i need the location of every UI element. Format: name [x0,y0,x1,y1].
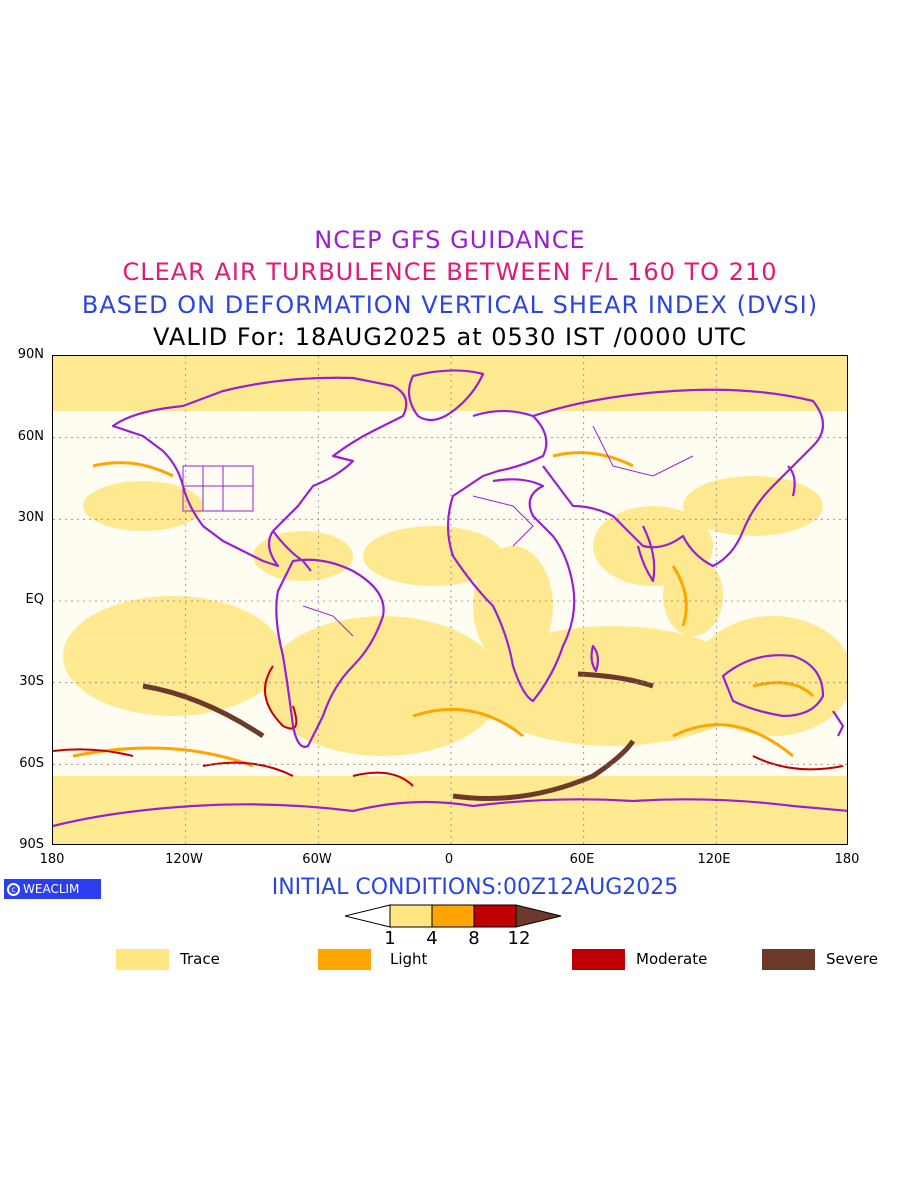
y-label-60n: 60N [17,429,44,444]
colorbar-low-arrow [345,904,391,928]
weaclim-logo: c WEACLIM [4,879,101,899]
x-label-60w: 60W [302,852,332,867]
legend-swatch-trace [116,949,169,970]
colorbar-tick-4: 4 [426,928,438,949]
map-gridlines [53,356,847,844]
colorbar-moderate-segment [473,904,517,928]
x-label-60e: 60E [569,852,595,867]
x-label-120w: 120W [165,852,203,867]
y-label-30n: 30N [17,510,44,525]
colorbar-trace-segment [389,904,433,928]
trace-turbulence-areas [53,356,847,844]
coastlines [53,369,847,828]
x-label-180e: 180 [834,852,860,867]
copyright-icon: c [7,882,20,896]
valid-time-title: VALID For: 18AUG2025 at 0530 IST /0000 U… [153,323,747,351]
legend-swatch-light [318,949,371,970]
colorbar-tick-1: 1 [384,928,396,949]
legend-swatch-moderate [572,949,625,970]
y-label-90s: 90S [19,837,44,852]
legend-swatch-severe [762,949,815,970]
legend-label-severe: Severe [826,950,878,968]
legend-label-trace: Trace [180,950,220,968]
turbulence-map [52,355,848,845]
colorbar-severe-arrow [515,904,562,928]
colorbar-tick-8: 8 [468,928,480,949]
logo-text: WEACLIM [23,882,80,896]
y-label-90n: 90N [17,347,44,362]
map-canvas [53,356,847,844]
title-line-2: CLEAR AIR TURBULENCE BETWEEN F/L 160 TO … [122,258,778,286]
y-label-60s: 60S [19,756,44,771]
x-label-180w: 180 [39,852,65,867]
x-label-0: 0 [444,852,454,867]
title-line-1: NCEP GFS GUIDANCE [314,226,586,254]
moderate-turbulence-streaks [53,665,844,787]
colorbar-tick-12: 12 [507,928,531,949]
title-line-3: BASED ON DEFORMATION VERTICAL SHEAR INDE… [81,291,819,319]
light-turbulence-streaks [72,451,815,768]
initial-conditions-label: INITIAL CONDITIONS:00Z12AUG2025 [271,875,679,900]
y-label-30s: 30S [19,674,44,689]
legend-label-moderate: Moderate [636,950,708,968]
colorbar-light-segment [431,904,475,928]
y-label-eq: EQ [25,592,44,607]
x-label-120e: 120E [697,852,731,867]
country-borders [182,425,694,637]
legend-label-light: Light [390,950,428,968]
severe-turbulence-streaks [142,671,654,801]
colorbar [345,904,562,928]
